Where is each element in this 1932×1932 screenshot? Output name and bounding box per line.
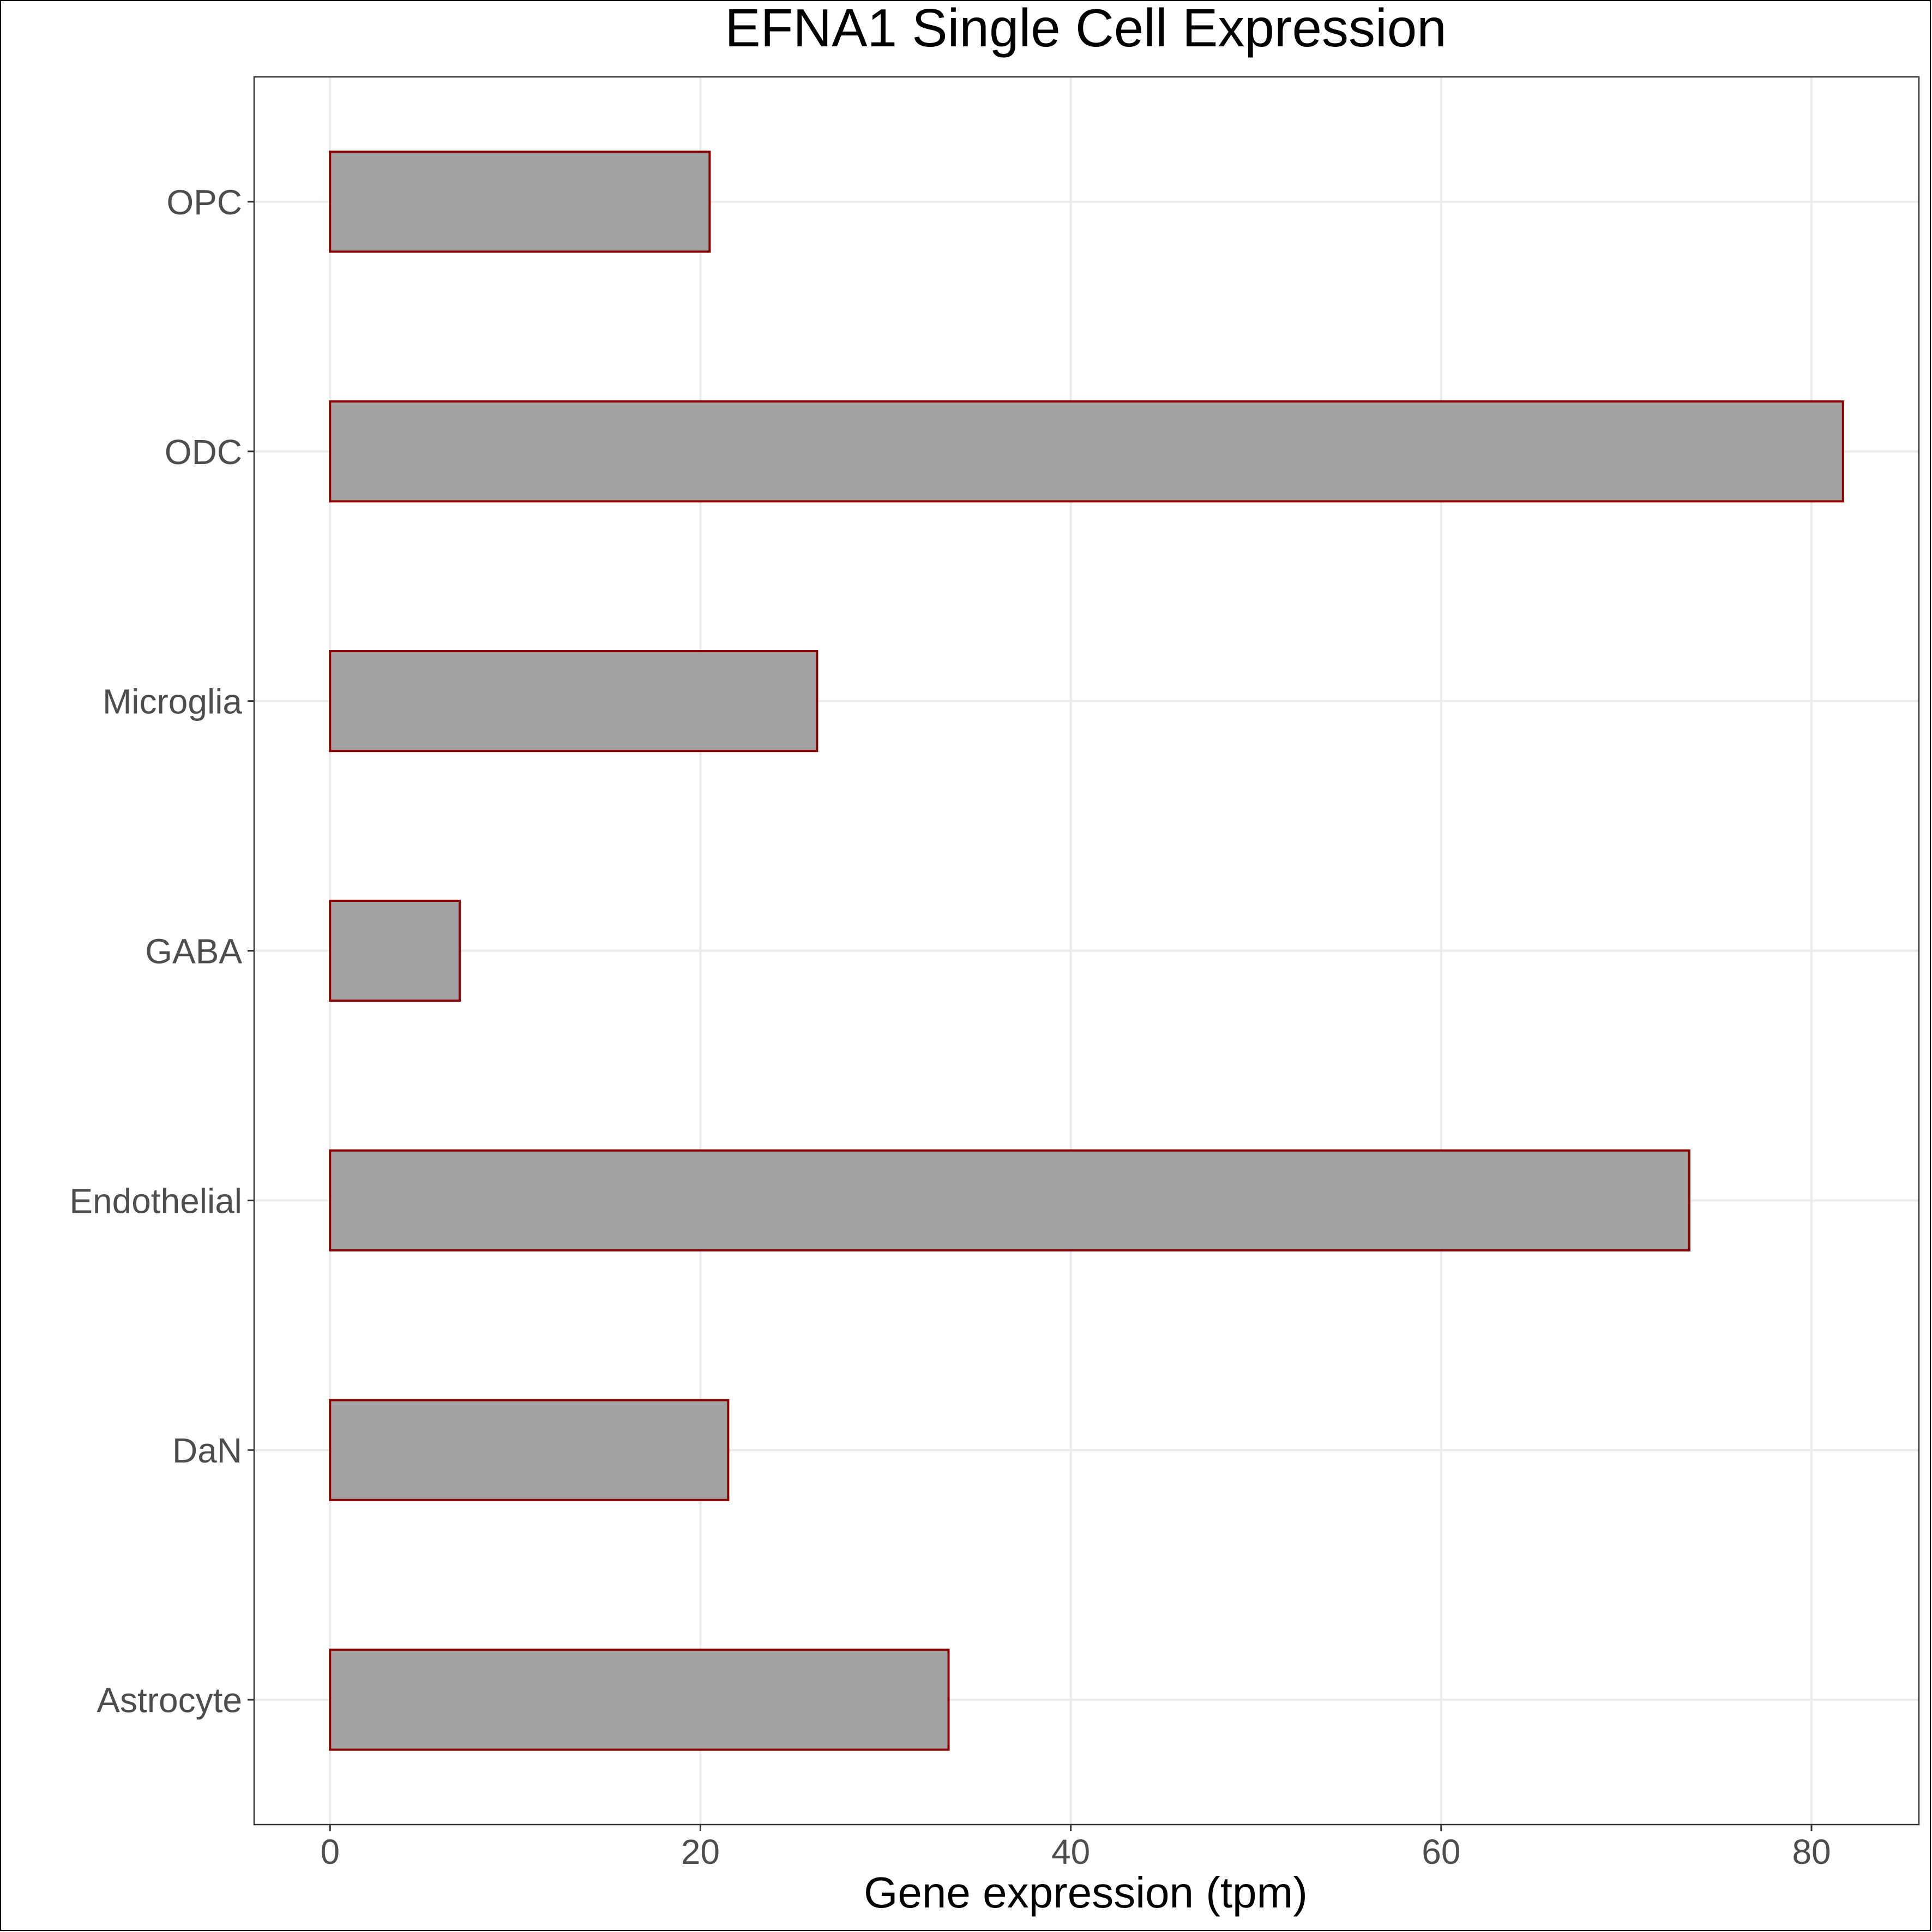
- y-tick-label: GABA: [145, 932, 242, 971]
- x-tick-label: 20: [681, 1832, 720, 1871]
- x-axis-label: Gene expression (tpm): [864, 1868, 1308, 1917]
- bar-endothelial: [329, 1149, 1690, 1251]
- y-tick-label: Endothelial: [69, 1181, 242, 1220]
- x-tick-label: 40: [1051, 1832, 1090, 1871]
- bar-microglia: [329, 650, 818, 753]
- y-axis-ticks: Astrocyte DaN Endothelial GABA Microglia ODC O…: [69, 183, 254, 1720]
- y-tick-label: OPC: [166, 183, 242, 222]
- bars: [329, 151, 1844, 1751]
- x-axis-ticks: 0 20 40 60 80: [320, 1825, 1831, 1871]
- y-tick-label: DaN: [172, 1431, 242, 1470]
- y-tick-label: Microglia: [103, 682, 242, 721]
- bar-dan: [329, 1399, 730, 1501]
- x-tick-label: 80: [1792, 1832, 1831, 1871]
- y-tick-label: ODC: [165, 432, 242, 472]
- x-tick-label: 60: [1422, 1832, 1460, 1871]
- grid-lines: [254, 77, 1919, 1825]
- x-tick-label: 0: [320, 1832, 340, 1871]
- bar-odc: [329, 400, 1844, 503]
- chart-title: EFNA1 Single Cell Expression: [725, 0, 1447, 58]
- y-tick-label: Astrocyte: [97, 1681, 242, 1720]
- bar-gaba: [329, 899, 461, 1002]
- bar-astrocyte: [329, 1648, 950, 1751]
- bar-opc: [329, 151, 711, 253]
